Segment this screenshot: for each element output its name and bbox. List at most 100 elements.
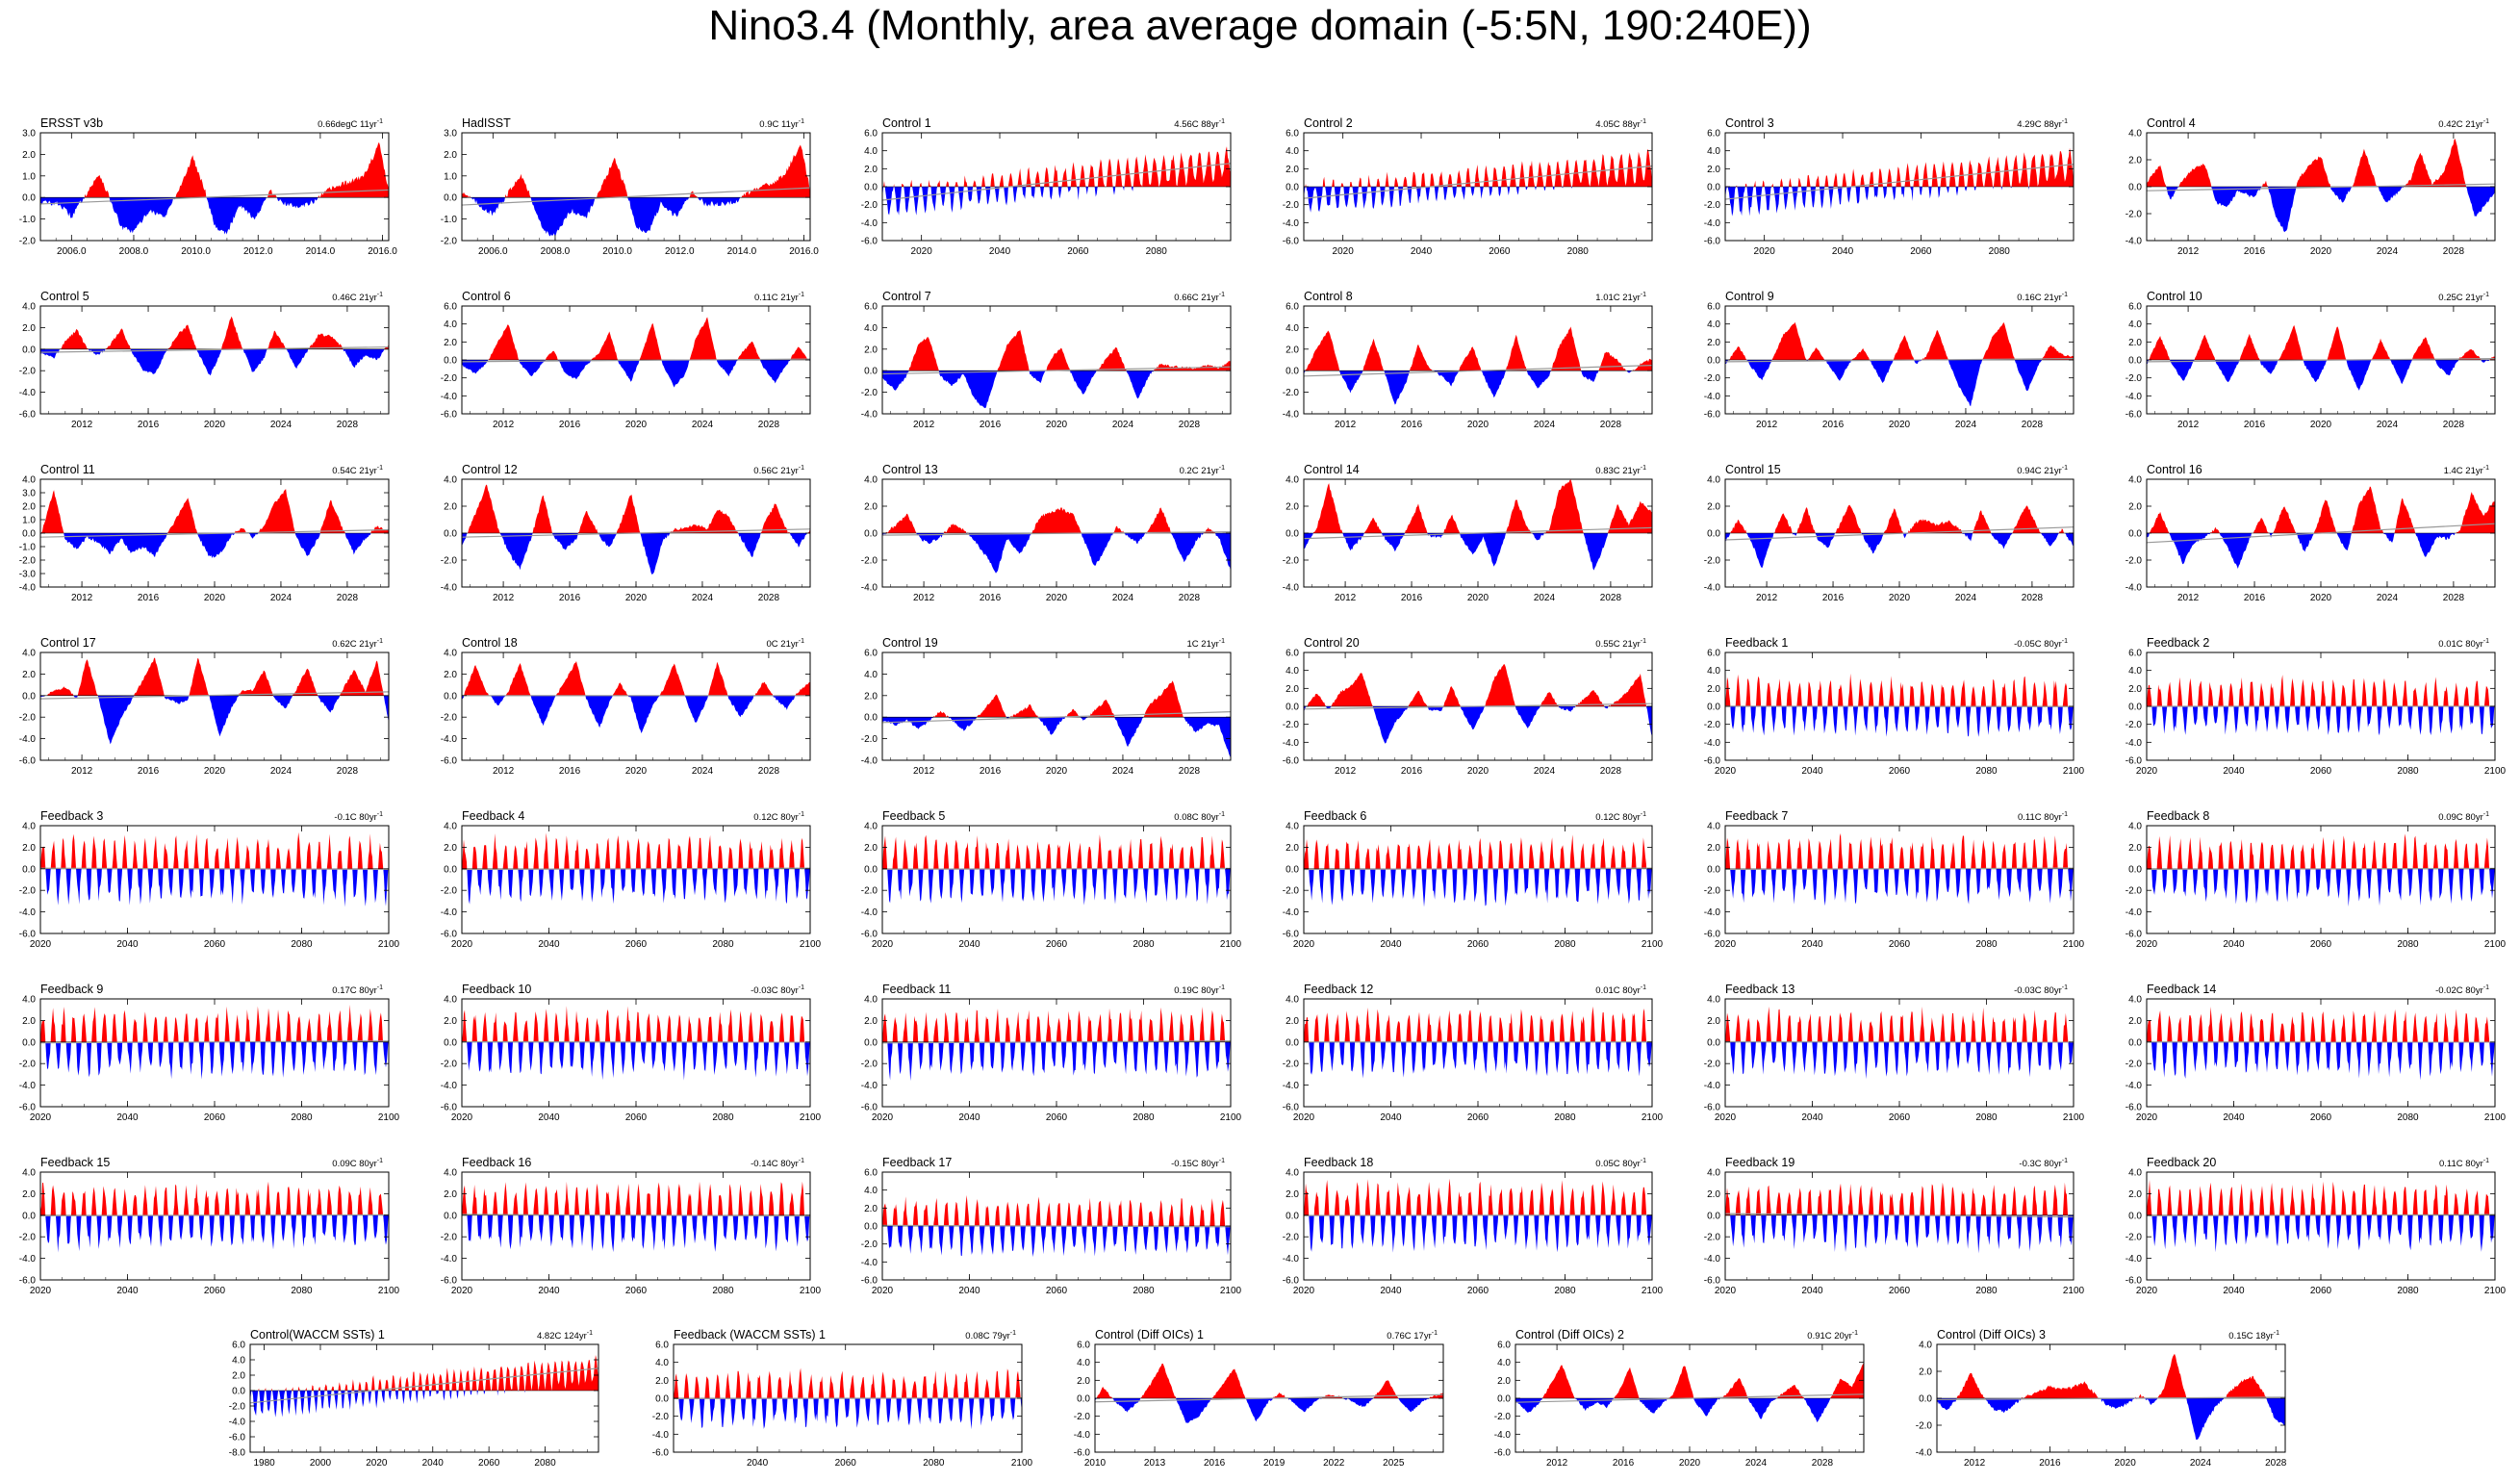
- y-tick-label: -6.0: [652, 1448, 670, 1459]
- y-tick-label: -2.0: [1074, 1412, 1091, 1422]
- x-tick-label: 2020: [1715, 1286, 1737, 1296]
- y-tick-label: 0.0: [2128, 529, 2142, 540]
- y-tick-label: -6.0: [2125, 1276, 2143, 1287]
- y-tick-label: 0.0: [1285, 864, 1299, 875]
- panel-feedback-19: -6.0 -4.0 -2.0 0.0 2.0 4.0 2020 2040 2060 2080 210…: [1704, 1156, 2085, 1296]
- x-tick-label: 2020: [2310, 246, 2332, 257]
- trend-line: [461, 187, 811, 206]
- y-tick-label: 0.0: [2128, 864, 2142, 875]
- x-tick-label: 2080: [1554, 1286, 1576, 1296]
- y-tick-label: -2.0: [861, 1239, 878, 1250]
- y-tick-label: 6.0: [864, 649, 878, 659]
- y-tick-label: 2.0: [1285, 843, 1299, 854]
- x-tick-label: 2016: [2039, 1458, 2061, 1469]
- x-tick-label: 2080: [712, 939, 734, 950]
- x-tick-label: 2020: [1333, 246, 1355, 257]
- y-tick-label: 4.0: [22, 822, 36, 832]
- x-tick-label: 2060: [1046, 1286, 1068, 1296]
- y-tick-label: -6.0: [861, 930, 878, 940]
- negative-anomaly-area: [1515, 1398, 1864, 1423]
- x-tick-label: 2010: [1084, 1458, 1107, 1469]
- y-tick-label: 4.0: [864, 995, 878, 1006]
- x-tick-label: 2012: [1756, 420, 1778, 430]
- panel-title: Feedback 1: [1725, 636, 1788, 650]
- y-tick-label: -6.0: [1283, 1276, 1300, 1287]
- y-tick-label: -6.0: [19, 1103, 37, 1113]
- y-tick-label: 4.0: [1707, 1168, 1720, 1179]
- panel-title: Feedback 3: [40, 809, 103, 823]
- y-tick-label: 0.0: [22, 529, 36, 540]
- y-tick-label: -6.0: [1704, 1276, 1721, 1287]
- x-tick-label: 2028: [337, 593, 359, 603]
- y-tick-label: 4.0: [444, 319, 457, 330]
- y-tick-label: 2.0: [2128, 1016, 2142, 1027]
- y-tick-label: -2.0: [1283, 556, 1300, 567]
- y-tick-label: 4.0: [1919, 1341, 1932, 1351]
- x-tick-label: 2024: [270, 593, 293, 603]
- x-tick-label: 2012: [2177, 420, 2200, 430]
- panel-title: Control 17: [40, 636, 96, 650]
- y-tick-label: 2.0: [444, 1016, 457, 1027]
- x-tick-label: 2100: [1220, 939, 1242, 950]
- panel-title: Control 13: [882, 463, 938, 476]
- y-tick-label: -4.0: [1704, 218, 1721, 229]
- y-tick-label: 0.0: [1707, 703, 1720, 713]
- x-tick-label: 2040: [538, 1112, 560, 1123]
- y-tick-label: 2.0: [2128, 338, 2142, 348]
- y-tick-label: 4.0: [864, 475, 878, 486]
- x-tick-label: 2012: [913, 766, 935, 777]
- panel-title: Feedback 13: [1725, 983, 1795, 996]
- y-tick-label: -2.0: [1283, 1060, 1300, 1070]
- x-tick-label: 2012: [71, 593, 93, 603]
- y-tick-label: -4.0: [861, 907, 878, 918]
- y-tick-label: -4.0: [1283, 410, 1300, 421]
- x-tick-label: 2020: [625, 766, 648, 777]
- x-tick-label: 2012: [493, 593, 515, 603]
- y-tick-label: -2.0: [19, 1060, 37, 1070]
- panel-control-15: -4.0 -2.0 0.0 2.0 4.0 2012 2016 2020 2024 2028 Con…: [1704, 463, 2075, 603]
- y-tick-label: -4.0: [1283, 1254, 1300, 1265]
- x-tick-label: 2014.0: [727, 246, 757, 257]
- y-tick-label: -4.0: [2125, 1254, 2143, 1265]
- panel-feedback-4: -6.0 -4.0 -2.0 0.0 2.0 4.0 2020 2040 2060 2080 210…: [441, 809, 822, 950]
- y-tick-label: -2.0: [2125, 886, 2143, 897]
- panel-title: Control(WACCM SSTs) 1: [250, 1328, 385, 1341]
- y-tick-label: 0.0: [444, 864, 457, 875]
- trend-annotation: 0.12C 80yr-1: [753, 811, 804, 823]
- y-tick-label: -4.0: [441, 392, 458, 402]
- negative-anomaly-area: [1304, 187, 1652, 213]
- x-tick-label: 2060: [835, 1458, 857, 1469]
- x-tick-label: 2028: [2443, 593, 2465, 603]
- x-tick-label: 2024: [2377, 593, 2399, 603]
- x-tick-label: 2020: [451, 1286, 473, 1296]
- y-tick-label: -4.0: [1494, 1430, 1512, 1441]
- x-tick-label: 2020: [1889, 420, 1911, 430]
- x-tick-label: 2016: [980, 593, 1002, 603]
- trend-annotation: 0.09C 80yr-1: [2438, 811, 2489, 823]
- x-tick-label: 2028: [1179, 420, 1201, 430]
- x-tick-label: 2000: [310, 1458, 332, 1469]
- y-tick-label: -1.0: [19, 215, 37, 225]
- x-tick-label: 2020: [1889, 593, 1911, 603]
- positive-anomaly-area: [462, 144, 810, 198]
- panel-title: Control 18: [462, 636, 518, 650]
- trend-annotation: 0.11C 80yr-1: [2018, 811, 2068, 823]
- x-tick-label: 2080: [2397, 939, 2419, 950]
- negative-anomaly-area: [462, 360, 810, 388]
- trend-annotation: 0.19C 80yr-1: [1174, 984, 1225, 996]
- y-tick-label: -2.0: [1704, 886, 1721, 897]
- negative-anomaly-area: [882, 717, 1231, 758]
- y-tick-label: -6.0: [861, 1276, 878, 1287]
- x-tick-label: 2019: [1263, 1458, 1285, 1469]
- y-tick-label: 4.0: [2128, 995, 2142, 1006]
- trend-annotation: -0.14C 80yr-1: [751, 1158, 804, 1169]
- x-tick-label: 2024: [692, 766, 714, 777]
- x-tick-label: 2012: [1964, 1458, 1986, 1469]
- y-tick-label: 4.0: [1707, 666, 1720, 677]
- y-tick-label: -6.0: [19, 1276, 37, 1287]
- y-tick-label: 4.0: [1707, 822, 1720, 832]
- y-tick-label: 4.0: [655, 1358, 669, 1368]
- x-tick-label: 2040: [2223, 1286, 2245, 1296]
- x-tick-label: 2080: [2397, 766, 2419, 777]
